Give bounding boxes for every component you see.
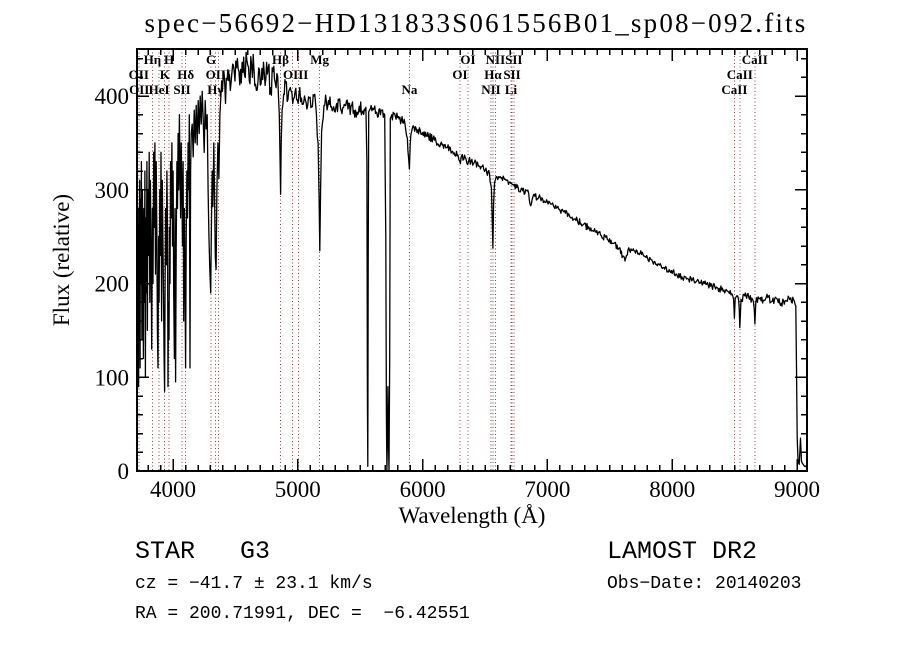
coordinates-text: RA = 200.71991, DEC = −6.42551	[135, 604, 470, 624]
spectral-line-label: OIII	[283, 67, 308, 82]
spectral-line-label: H	[164, 52, 174, 67]
x-tick-label: 7000	[524, 477, 570, 502]
classification-text: STAR G3	[135, 537, 271, 566]
y-tick-label: 100	[95, 365, 130, 390]
x-tick-label: 9000	[774, 477, 820, 502]
spectrum-path	[137, 51, 807, 471]
y-tick-label: 0	[118, 459, 130, 484]
spectral-line-label: OII	[129, 67, 149, 82]
spectral-line-label: Na	[401, 82, 417, 97]
spectral-line-label: CaII	[742, 52, 768, 67]
spectral-line-label: Hα	[484, 67, 502, 82]
spectral-line-label: NII	[486, 52, 506, 67]
spectral-line-label: K	[160, 67, 171, 82]
radial-velocity-text: cz = −41.7 ± 23.1 km/s	[135, 574, 373, 594]
spectral-line-label: SII	[505, 52, 522, 67]
y-tick-label: 400	[95, 84, 130, 109]
spectral-line-label: Hη	[144, 52, 162, 67]
spectral-line-label: HeI	[149, 82, 170, 97]
spectral-line-label: OI	[460, 52, 475, 67]
spectral-line-label: CaII	[727, 67, 753, 82]
spectral-line-label: Hβ	[272, 52, 289, 67]
spectral-line-label: SII	[173, 82, 190, 97]
x-tick-label: 8000	[649, 477, 695, 502]
spectral-line-label: Hγ	[207, 82, 223, 97]
spectral-line-label: CaII	[721, 82, 747, 97]
y-tick-label: 300	[95, 178, 130, 203]
plot-title: spec−56692−HD131833S061556B01_sp08−092.f…	[144, 8, 808, 38]
y-tick-label: 200	[95, 272, 130, 297]
spectral-line-label: G	[206, 52, 216, 67]
spectral-line-label: OII	[129, 82, 149, 97]
survey-release-text: LAMOST DR2	[607, 537, 758, 566]
plot-frame	[136, 48, 808, 472]
spectral-line-label: Mg	[310, 52, 329, 67]
spectral-line-label: NII	[481, 82, 501, 97]
y-axis-label: Flux (relative)	[49, 193, 74, 327]
x-tick-label: 5000	[275, 477, 321, 502]
spectral-line-label: Hδ	[177, 67, 194, 82]
x-tick-label: 4000	[150, 477, 196, 502]
x-axis-label: Wavelength (Å)	[398, 503, 546, 528]
x-tick-label: 6000	[400, 477, 446, 502]
spectral-line-label: Li	[505, 82, 518, 97]
spectral-line-label: SII	[503, 67, 520, 82]
spectral-line-label: OI	[452, 67, 467, 82]
obs-date-text: Obs−Date: 20140203	[607, 574, 802, 594]
